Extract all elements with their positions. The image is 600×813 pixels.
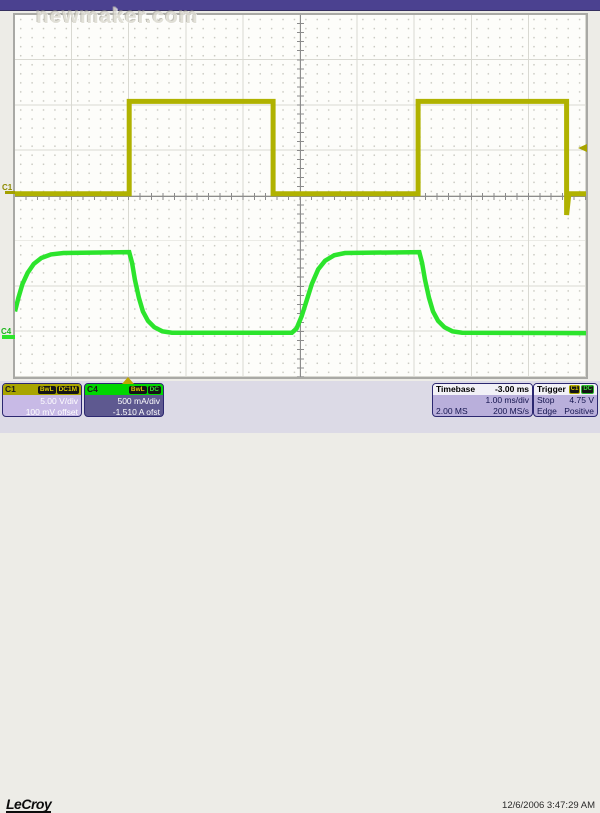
c4-coupling-badge: DC xyxy=(147,385,161,394)
c1-bwl-badge: BwL xyxy=(37,385,56,394)
c1-descriptor-header: C1 BwL DC1M xyxy=(3,384,81,395)
datetime-display: 12/6/2006 3:47:29 AM xyxy=(502,800,595,811)
c4-zero-marker[interactable] xyxy=(2,335,15,339)
timebase-box[interactable]: Timebase -3.00 ms 1.00 ms/div 2.00 MS 20… xyxy=(432,383,533,417)
c4-zero-label[interactable]: C4 xyxy=(1,327,12,336)
c1-descriptor-box[interactable]: C1 BwL DC1M 5.00 V/div 100 mV offset xyxy=(2,383,82,417)
c1-trace xyxy=(15,98,586,216)
trigger-box[interactable]: Trigger C1 DC Stop 4.75 V Edge Positive xyxy=(533,383,598,417)
status-panel: C1 BwL DC1M 5.00 V/div 100 mV offset C4 … xyxy=(0,381,600,813)
c4-channel-label: C4 xyxy=(87,384,98,395)
timebase-title: Timebase xyxy=(436,384,476,395)
c1-coupling-badge: DC1M xyxy=(56,385,79,394)
timebase-delay: -3.00 ms xyxy=(494,384,529,395)
timebase-samples: 2.00 MS xyxy=(436,405,468,416)
trigger-type: Edge xyxy=(537,405,557,416)
trigger-mode: Stop xyxy=(537,395,555,405)
c1-offset: 100 mV offset xyxy=(25,406,78,417)
c4-offset: -1.510 A ofst xyxy=(112,406,160,417)
trigger-source-badge: C1 xyxy=(568,385,581,394)
c4-bwl-badge: BwL xyxy=(128,385,147,394)
trigger-title: Trigger xyxy=(537,384,566,395)
c4-scale: 500 mA/div xyxy=(117,396,160,406)
c1-scale: 5.00 V/div xyxy=(40,396,78,406)
c1-zero-marker[interactable] xyxy=(5,191,15,194)
timebase-scale: 1.00 ms/div xyxy=(485,395,529,405)
lecroy-logo: LeCroy xyxy=(6,796,52,813)
waveform-traces xyxy=(15,98,586,336)
c1-zero-label[interactable]: C1 xyxy=(2,183,13,192)
menu-bar[interactable] xyxy=(0,0,600,11)
trigger-level-marker[interactable] xyxy=(578,144,587,152)
trigger-time-marker[interactable] xyxy=(122,377,134,384)
c4-descriptor-header: C4 BwL DC xyxy=(85,384,163,395)
c4-descriptor-box[interactable]: C4 BwL DC 500 mA/div -1.510 A ofst xyxy=(84,383,164,417)
trigger-slope: Positive xyxy=(564,405,594,416)
waveform-display xyxy=(13,13,588,379)
c1-channel-label: C1 xyxy=(5,384,16,395)
trigger-coupling-badge: DC xyxy=(581,385,594,394)
c4-trace xyxy=(15,249,586,336)
timebase-rate: 200 MS/s xyxy=(493,405,529,416)
trigger-level: 4.75 V xyxy=(569,395,594,405)
